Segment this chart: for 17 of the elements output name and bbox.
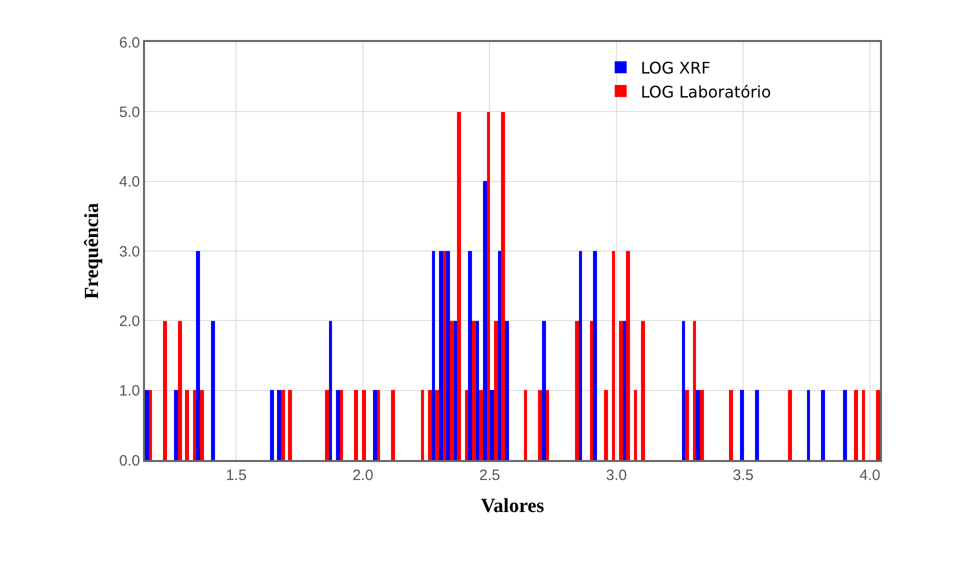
y-axis-title: Frequência bbox=[81, 202, 104, 300]
y-tick-label: 0.0 bbox=[119, 452, 140, 470]
y-tick-label: 3.0 bbox=[119, 243, 140, 260]
y-tick-label: 6.0 bbox=[119, 34, 140, 52]
x-tick-label: 4.0 bbox=[859, 467, 880, 484]
y-tick-label: 5.0 bbox=[119, 104, 140, 121]
x-tick-label: 1.5 bbox=[226, 467, 247, 484]
x-tick-label: 2.5 bbox=[479, 467, 500, 484]
y-tick-label: 2.0 bbox=[119, 312, 140, 330]
x-axis-title: Valores bbox=[480, 495, 544, 517]
x-tick-label: 3.5 bbox=[732, 467, 754, 484]
x-tick-label: 2.0 bbox=[352, 467, 374, 484]
legend-label: LOG XRF bbox=[640, 58, 710, 78]
y-tick-label: 1.0 bbox=[119, 382, 140, 400]
y-tick-label: 4.0 bbox=[119, 174, 140, 191]
x-tick-label: 3.0 bbox=[606, 467, 627, 484]
legend-label: LOG Laboratório bbox=[640, 82, 772, 102]
